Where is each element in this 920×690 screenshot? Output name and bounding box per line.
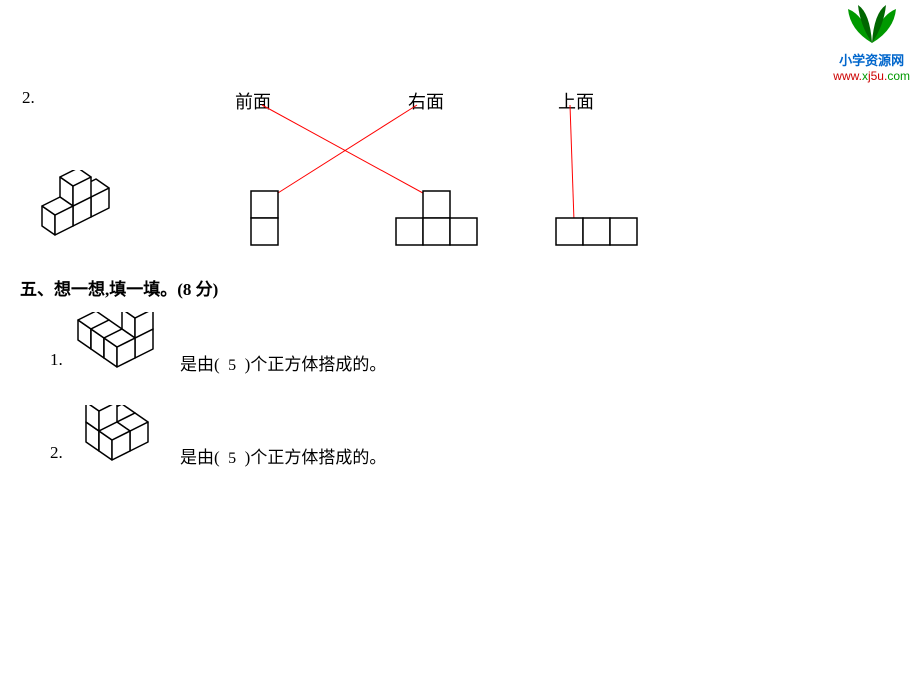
q5-1-text: 是由( 5 )个正方体搭成的。 [180, 350, 386, 375]
logo-leaves-icon [842, 5, 902, 45]
shape-right-view [395, 190, 515, 260]
q5-1-answer: 5 [228, 357, 236, 374]
q5-2-text: 是由( 5 )个正方体搭成的。 [180, 443, 386, 468]
q5-2-number: 2. [50, 443, 63, 463]
section-5-heading: 五、想一想,填一填。(8 分) [20, 275, 218, 300]
logo-url: www.xj5u.com [833, 69, 910, 83]
q5-1-shape [72, 312, 182, 392]
site-logo: 小学资源网 www.xj5u.com [833, 5, 910, 83]
shape-top-view [555, 190, 675, 260]
q5-1-number: 1. [50, 350, 63, 370]
logo-text: 小学资源网 [833, 50, 910, 69]
q5-2-answer: 5 [228, 450, 236, 467]
q2-3d-shape [30, 170, 160, 260]
shape-front-view [250, 190, 340, 260]
q5-2-shape [72, 405, 182, 485]
